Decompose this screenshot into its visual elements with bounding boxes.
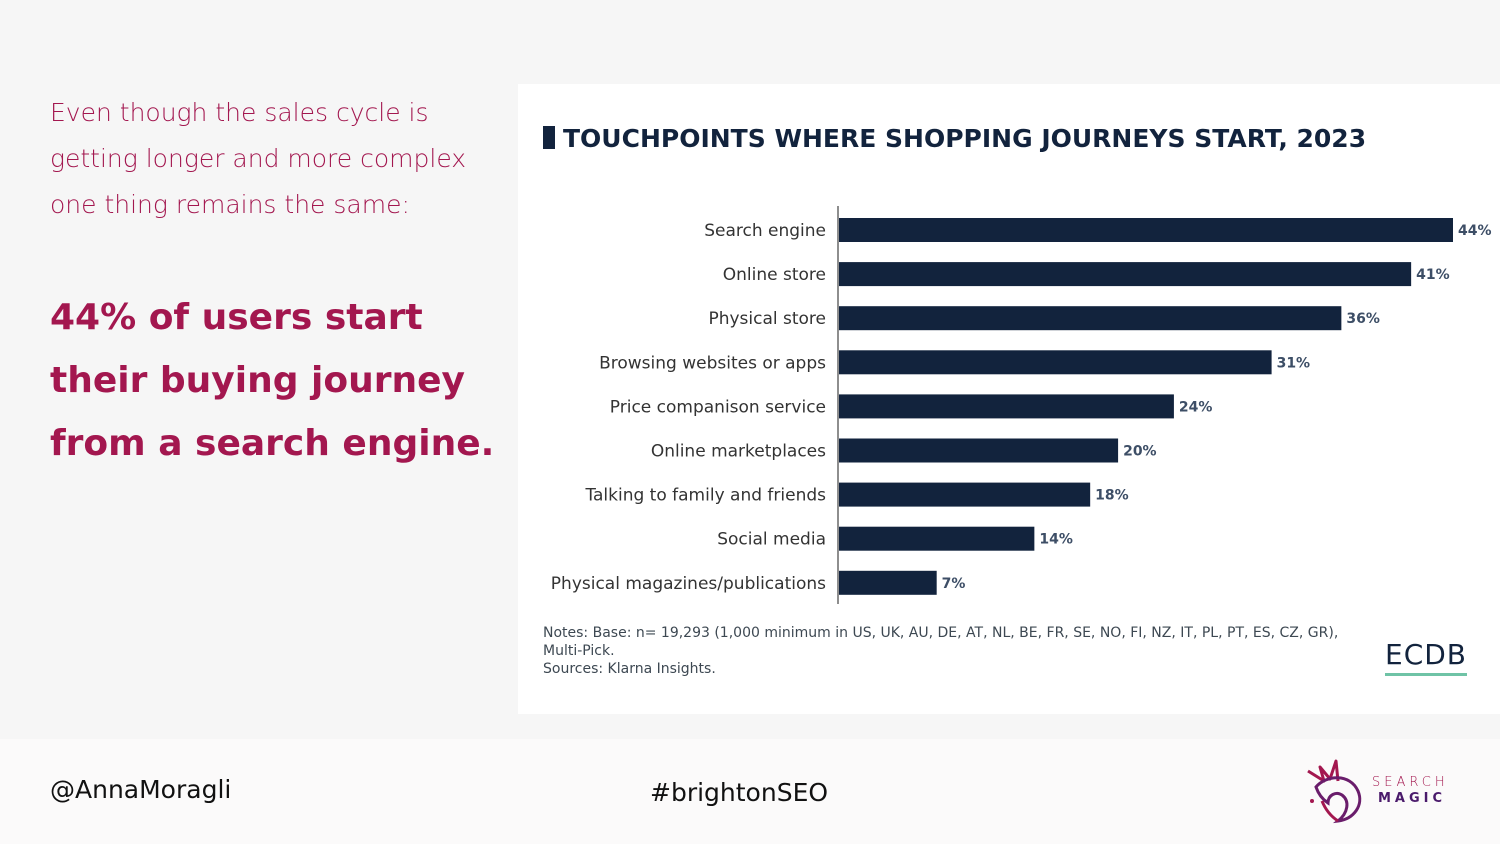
headline-stat: 44% of users start their buying journey …: [50, 297, 495, 464]
value-label: 14%: [1039, 532, 1073, 548]
bar: [839, 482, 1091, 507]
category-label: Browsing websites or apps: [599, 353, 826, 373]
category-label: Talking to family and friends: [584, 486, 826, 506]
brand-line-1: SEARCH: [1372, 775, 1449, 790]
ecdb-logo: ECDB: [1385, 638, 1468, 676]
category-label: Online store: [723, 265, 826, 285]
bar-chart: Search engine 44% Online store 41% Physical …: [551, 206, 1492, 604]
bar: [839, 306, 1342, 331]
footer: @AnnaMoragli #brightonSEO SEARCH MAGIC: [0, 739, 1500, 844]
bar: [839, 438, 1119, 463]
brand-line-2: MAGIC: [1378, 791, 1447, 806]
bar: [839, 570, 937, 595]
category-label: Social media: [717, 530, 826, 550]
category-label: Price companison service: [610, 397, 826, 417]
chart-notes: Notes: Base: n= 19,293 (1,000 minimum in…: [543, 624, 1343, 678]
author-handle: @AnnaMoragli: [50, 775, 232, 804]
value-label: 41%: [1416, 267, 1450, 283]
bar: [839, 218, 1453, 242]
notes-line-3: Sources: Klarna Insights.: [543, 661, 716, 677]
title-marker: [543, 126, 555, 149]
category-label: Physical store: [708, 309, 826, 329]
value-label: 7%: [942, 576, 966, 592]
event-hashtag: #brightonSEO: [650, 778, 829, 807]
bar: [839, 262, 1412, 287]
chart-title-text: TOUCHPOINTS WHERE SHOPPING JOURNEYS STAR…: [563, 124, 1367, 153]
unicorn-icon: [1307, 759, 1362, 824]
chart-card: TOUCHPOINTS WHERE SHOPPING JOURNEYS STAR…: [518, 84, 1500, 714]
category-label: Online marketplaces: [651, 442, 826, 462]
brand-logo-text: SEARCH MAGIC: [1372, 775, 1449, 807]
value-label: 36%: [1346, 311, 1380, 327]
value-label: 20%: [1123, 444, 1157, 460]
category-label: Physical magazines/publications: [551, 574, 826, 594]
value-label: 31%: [1277, 355, 1311, 371]
category-label: Search engine: [704, 221, 826, 241]
value-label: 18%: [1095, 488, 1129, 504]
chart-title: TOUCHPOINTS WHERE SHOPPING JOURNEYS STAR…: [543, 124, 1366, 153]
notes-line-2: Multi-Pick.: [543, 643, 615, 659]
bar: [839, 394, 1174, 419]
intro-text: Even though the sales cycle is getting l…: [50, 98, 467, 219]
notes-line-1: Notes: Base: n= 19,293 (1,000 minimum in…: [543, 625, 1339, 641]
value-label: 44%: [1458, 223, 1492, 239]
value-label: 24%: [1179, 399, 1213, 415]
bar: [839, 526, 1035, 551]
bar: [839, 350, 1272, 375]
